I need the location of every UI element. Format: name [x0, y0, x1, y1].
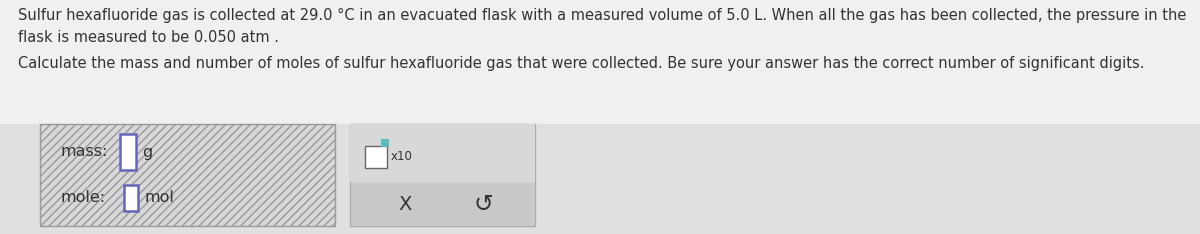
Bar — [0, 0, 1200, 124]
Text: flask is measured to be 0.050 atm .: flask is measured to be 0.050 atm . — [18, 30, 278, 45]
Text: x10: x10 — [391, 150, 413, 164]
Bar — [40, 124, 335, 226]
Text: mol: mol — [144, 190, 174, 205]
Bar — [382, 139, 389, 147]
Bar — [350, 124, 535, 226]
Text: mass:: mass: — [60, 145, 107, 160]
Text: X: X — [398, 194, 412, 213]
Bar — [350, 124, 535, 182]
Bar — [124, 185, 138, 211]
Text: ↺: ↺ — [473, 192, 493, 216]
Bar — [352, 183, 534, 225]
Text: mole:: mole: — [60, 190, 106, 205]
Text: Calculate the mass and number of moles of sulfur hexafluoride gas that were coll: Calculate the mass and number of moles o… — [18, 56, 1145, 71]
Bar — [120, 134, 136, 170]
Text: Sulfur hexafluoride gas is collected at 29.0 °C in an evacuated flask with a mea: Sulfur hexafluoride gas is collected at … — [18, 8, 1187, 23]
Text: g: g — [142, 145, 152, 160]
Bar — [365, 146, 386, 168]
